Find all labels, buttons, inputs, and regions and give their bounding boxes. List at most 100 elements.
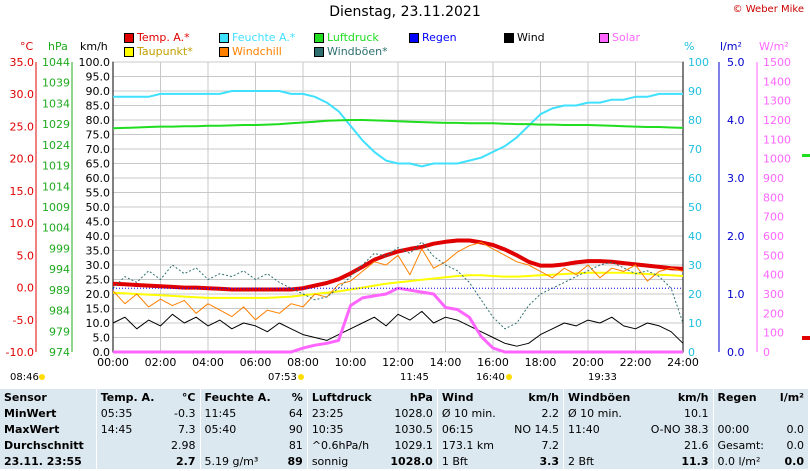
stats-cell: 1028.0 bbox=[390, 454, 433, 468]
stats-cell: 00:00 bbox=[712, 421, 773, 437]
stats-cell: 64 bbox=[288, 406, 303, 420]
solar-tick-label: 100 bbox=[763, 327, 784, 340]
stats-cell: 06:15 bbox=[436, 421, 506, 437]
stats-cell: Gesamt: bbox=[712, 437, 773, 453]
temp-tick-label: -10.0 bbox=[6, 346, 34, 359]
sun-marker bbox=[39, 374, 45, 380]
sunset-time: 16:40 bbox=[476, 372, 505, 383]
legend-swatch bbox=[409, 32, 419, 43]
rain-tick-label: 5.0 bbox=[727, 56, 745, 69]
legend-label: Taupunkt* bbox=[137, 45, 193, 58]
wind-tick-label: 0.0 bbox=[93, 346, 111, 359]
x-tick-label: 10:00 bbox=[335, 356, 367, 369]
temp-tick-label: 30.0 bbox=[10, 88, 35, 101]
pressure-tick-label: 979 bbox=[49, 325, 70, 338]
x-tick-label: 04:00 bbox=[192, 356, 224, 369]
rain-tick-label: 1.0 bbox=[727, 288, 745, 301]
stats-cell: 0.0 bbox=[786, 438, 805, 452]
stats-cell: % bbox=[291, 390, 303, 404]
stats-cell: Feuchte A. bbox=[199, 389, 282, 405]
legend-item: Taupunkt* bbox=[124, 45, 193, 58]
pressure-tick-label: 1034 bbox=[42, 97, 70, 110]
stats-cell: 1028.0 bbox=[394, 406, 433, 420]
sunrise-time: 08:46 bbox=[10, 372, 39, 383]
wind-tick-label: 25.0 bbox=[86, 274, 111, 287]
legend-label: Wind bbox=[517, 31, 545, 44]
wind-tick-label: 90.0 bbox=[86, 85, 111, 98]
wind-tick-label: 35.0 bbox=[86, 245, 111, 258]
wind-tick-label: 75.0 bbox=[86, 129, 111, 142]
wind-tick-label: 50.0 bbox=[86, 201, 111, 214]
stats-cell: 05:35 bbox=[95, 405, 165, 421]
humidity-tick-label: 0 bbox=[688, 346, 695, 359]
x-tick-label: 02:00 bbox=[145, 356, 177, 369]
pressure-tick-label: 1029 bbox=[42, 118, 70, 131]
stats-cell bbox=[563, 437, 641, 453]
temp-tick-label: 15.0 bbox=[10, 185, 35, 198]
stats-cell: 90 bbox=[288, 422, 303, 436]
humidity-tick-label: 60 bbox=[688, 172, 702, 185]
stats-cell: ^0.6hPa/h bbox=[306, 437, 382, 453]
stats-cell: °C bbox=[181, 390, 196, 404]
stats-cell bbox=[95, 437, 165, 453]
stats-table: Sensor Temp. A. °C Feuchte A. % Luftdruc… bbox=[0, 389, 808, 469]
pressure-tick-label: 989 bbox=[49, 284, 70, 297]
axis-title-temp: °C bbox=[20, 40, 34, 53]
stats-row-max: MaxWert 14:45 7.3 05:40 90 10:35 1030.5 … bbox=[0, 421, 808, 437]
humidity-tick-label: 90 bbox=[688, 85, 702, 98]
x-tick-label: 16:00 bbox=[477, 356, 509, 369]
stats-cell: 0.0 bbox=[784, 454, 805, 468]
series-line bbox=[112, 238, 684, 292]
stats-cell: 89 bbox=[287, 454, 303, 468]
legend-item: Regen bbox=[409, 31, 457, 44]
solar-tick-label: 1400 bbox=[763, 75, 791, 88]
weather-chart: 00:00 02:00 04:00 06:00 08:00 10:00 12:00 14:00… bbox=[6, 56, 810, 380]
rain-tick-label: 0.0 bbox=[727, 346, 745, 359]
stats-cell: 7.3 bbox=[178, 422, 196, 436]
humidity-tick-label: 40 bbox=[688, 230, 702, 243]
stats-cell: hPa bbox=[409, 390, 433, 404]
stats-cell: 11:45 bbox=[199, 405, 282, 421]
axis-title-kmh: km/h bbox=[80, 40, 108, 53]
stats-cell: km/h bbox=[677, 390, 709, 404]
solar-tick-label: 1300 bbox=[763, 95, 791, 108]
solar-tick-label: 700 bbox=[763, 211, 784, 224]
legend-label: Luftdruck bbox=[327, 31, 379, 44]
solar-tick-label: 900 bbox=[763, 172, 784, 185]
stats-cell: 14:45 bbox=[95, 421, 165, 437]
series-line bbox=[112, 241, 684, 321]
humidity-tick-label: 50 bbox=[688, 201, 702, 214]
stats-row-current: 23.11. 23:55 2.7 5.19 g/m³ 89 sonnig 102… bbox=[0, 453, 808, 469]
wind-tick-label: 20.0 bbox=[86, 288, 111, 301]
solar-tick-label: 1200 bbox=[763, 114, 791, 127]
stats-cell: -0.3 bbox=[174, 406, 196, 420]
x-tick-label: 24:00 bbox=[667, 356, 699, 369]
legend-label: Temp. A.* bbox=[137, 31, 190, 44]
stats-cell: O-NO 38.3 bbox=[650, 422, 709, 436]
stats-cell: Temp. A. bbox=[95, 389, 165, 405]
legend-swatch bbox=[219, 46, 229, 57]
legend-swatch bbox=[314, 46, 324, 57]
stats-cell: 23:25 bbox=[306, 405, 382, 421]
x-tick-label: 14:00 bbox=[430, 356, 462, 369]
stats-cell: 5.19 g/m³ bbox=[199, 453, 282, 469]
stats-cell: 2.7 bbox=[176, 454, 196, 468]
stats-cell: 23.11. 23:55 bbox=[4, 454, 82, 468]
stats-cell: 173.1 km bbox=[436, 437, 506, 453]
temp-tick-label: 20.0 bbox=[10, 153, 35, 166]
pressure-tick-label: 1039 bbox=[42, 77, 70, 90]
pressure-tick-label: 1024 bbox=[42, 139, 70, 152]
legend-item: Solar bbox=[599, 31, 640, 44]
x-tick-label: 12:00 bbox=[382, 356, 414, 369]
legend-item: Temp. A.* bbox=[124, 31, 190, 44]
wind-tick-label: 70.0 bbox=[86, 143, 111, 156]
stats-cell: 2.2 bbox=[541, 406, 560, 420]
pressure-tick-label: 974 bbox=[49, 346, 70, 359]
stats-cell: MaxWert bbox=[4, 422, 60, 436]
temp-tick-label: 0.0 bbox=[17, 282, 35, 295]
edge-marker bbox=[802, 154, 810, 157]
solar-tick-label: 1500 bbox=[763, 56, 791, 69]
wind-tick-label: 95.0 bbox=[86, 71, 111, 84]
x-tick-label: 18:00 bbox=[525, 356, 557, 369]
wind-tick-label: 30.0 bbox=[86, 259, 111, 272]
